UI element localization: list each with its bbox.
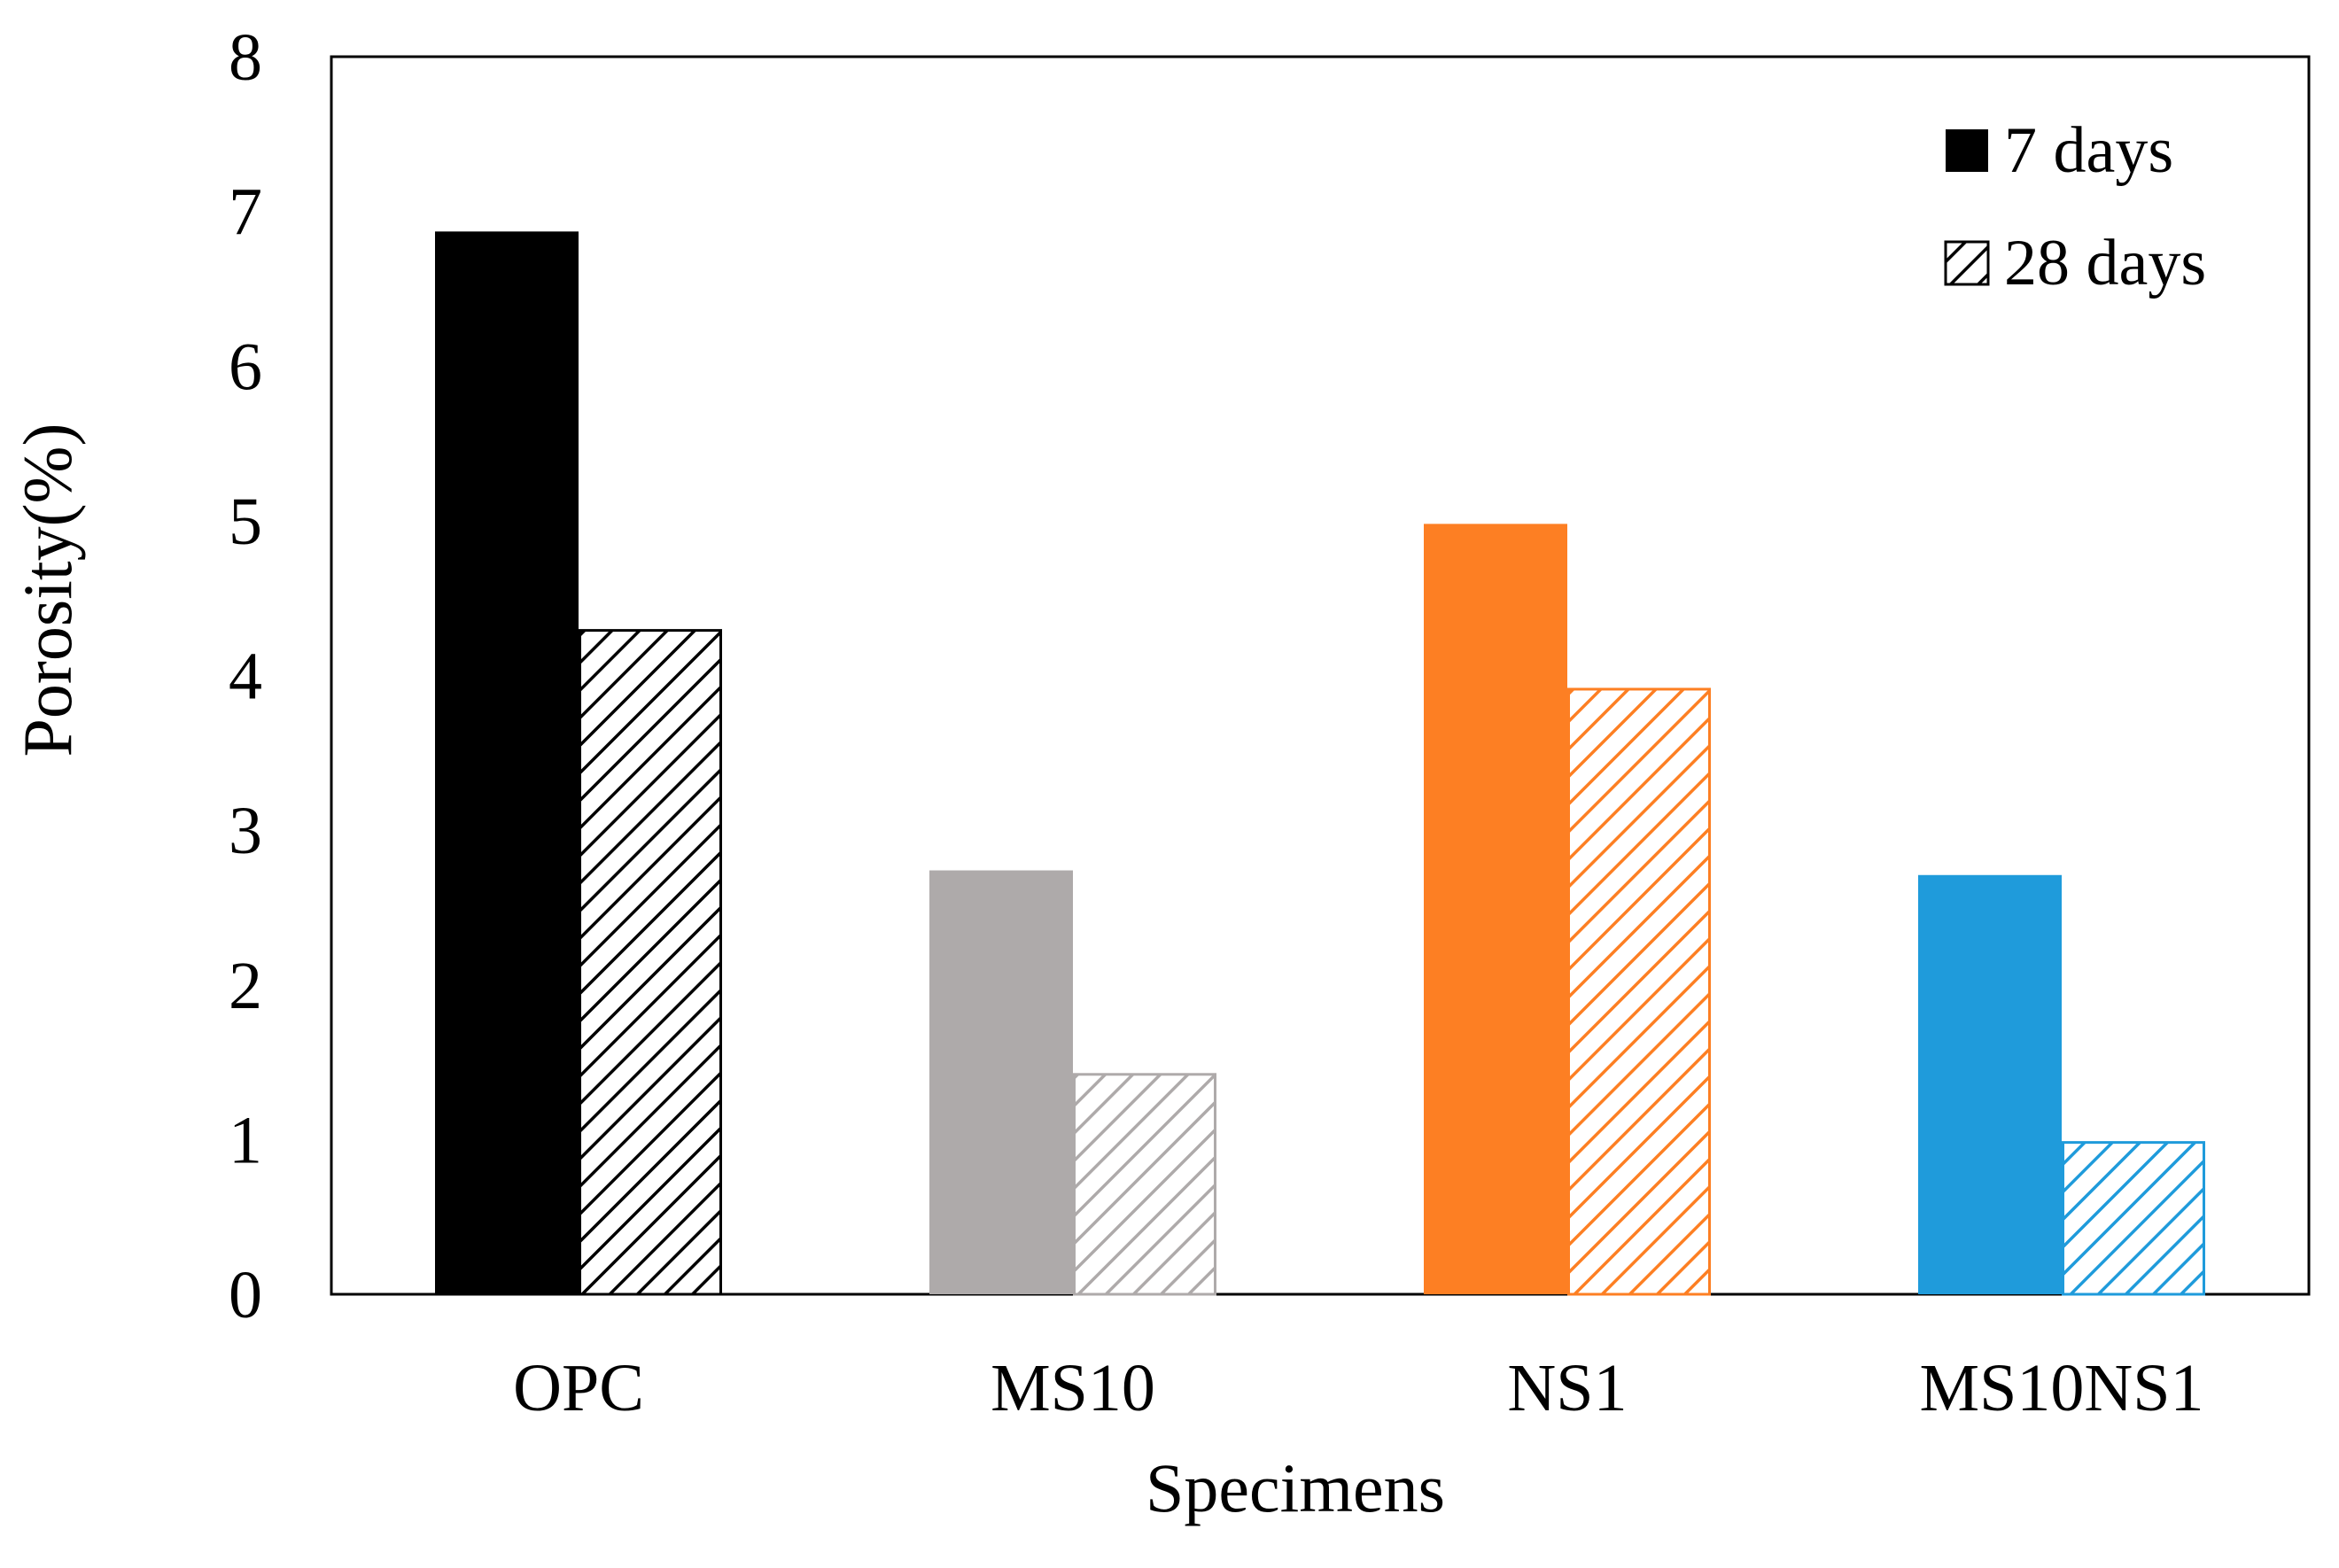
- bar-opc-7-days: [435, 231, 579, 1294]
- x-axis-ticks: OPC MS10 NS1 MS10NS1: [513, 1351, 2203, 1425]
- x-axis-label: Specimens: [1146, 1449, 1445, 1526]
- y-tick-label-1: 1: [229, 1103, 262, 1177]
- y-tick-label-0: 0: [229, 1258, 262, 1332]
- legend-label-7-days: 7 days: [2004, 114, 2173, 187]
- y-tick-label-3: 3: [229, 794, 262, 868]
- plot-area-frame: [330, 55, 2311, 1296]
- legend: 7 days 28 days: [1944, 114, 2206, 299]
- bars-layer: [435, 231, 2205, 1296]
- x-tick-label-opc: OPC: [513, 1351, 644, 1425]
- bar-ns1-7-days: [1424, 524, 1567, 1294]
- y-axis-ticks: 0 1 2 3 4 5 6 7 8: [229, 20, 262, 1332]
- bar-ms10-7-days: [929, 870, 1073, 1294]
- legend-swatch-7-days: [1946, 129, 1988, 172]
- x-tick-label-ms10ns1: MS10NS1: [1920, 1351, 2204, 1425]
- y-tick-label-6: 6: [229, 330, 262, 404]
- bar-ms10ns1-28-days: [2062, 1141, 2205, 1296]
- bar-ns1-28-days: [1567, 687, 1711, 1296]
- legend-swatch-28-days: [1944, 240, 1990, 286]
- bar-ms10-28-days: [1073, 1073, 1216, 1296]
- y-tick-label-5: 5: [229, 485, 262, 559]
- legend-label-28-days: 28 days: [2004, 227, 2206, 299]
- y-tick-label-2: 2: [229, 949, 262, 1023]
- x-tick-label-ns1: NS1: [1507, 1351, 1627, 1425]
- bar-opc-28-days: [579, 629, 722, 1296]
- y-tick-label-4: 4: [229, 640, 262, 714]
- y-tick-label-7: 7: [229, 175, 262, 250]
- x-tick-label-ms10: MS10: [991, 1351, 1155, 1425]
- y-tick-label-8: 8: [229, 20, 262, 95]
- y-axis-label: Porosity(%): [9, 423, 86, 757]
- bar-ms10ns1-7-days: [1918, 874, 2062, 1294]
